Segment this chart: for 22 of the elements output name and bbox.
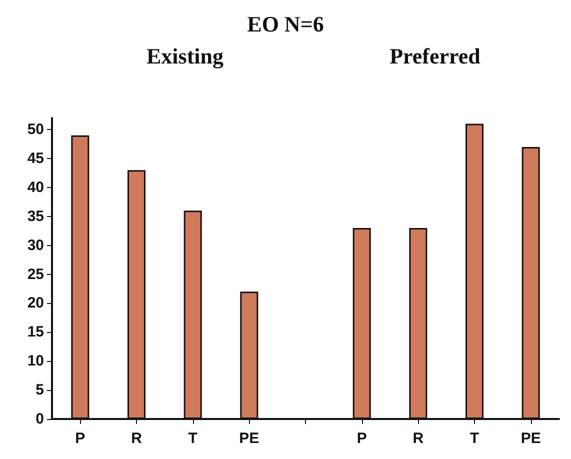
y-tick-label: 5 [36, 382, 44, 399]
y-tick-label: 45 [27, 150, 44, 168]
x-tick-label: PE [520, 430, 541, 447]
y-tick-label: 0 [36, 410, 44, 428]
x-tick-label: P [356, 430, 367, 447]
y-tick-label: 25 [27, 266, 44, 283]
y-tick-label: 50 [27, 121, 44, 138]
text: Preferred [390, 44, 480, 68]
y-tick-label: 20 [27, 294, 44, 312]
x-tick-label: P [75, 430, 86, 447]
y-tick-label: 30 [27, 236, 44, 254]
x-tick-label: PE [239, 430, 260, 447]
y-tick-label: 40 [27, 178, 44, 196]
chart-title: EO N=6 [247, 12, 324, 36]
y-tick-label: 35 [27, 208, 44, 225]
x-tick-label: R [412, 430, 424, 447]
x-tick-label: T [470, 430, 480, 447]
y-tick-label: 10 [27, 352, 44, 370]
x-tick-label: T [188, 430, 198, 447]
text: Existing [146, 44, 224, 68]
x-tick-label: R [131, 430, 142, 447]
y-tick-label: 15 [27, 324, 44, 341]
